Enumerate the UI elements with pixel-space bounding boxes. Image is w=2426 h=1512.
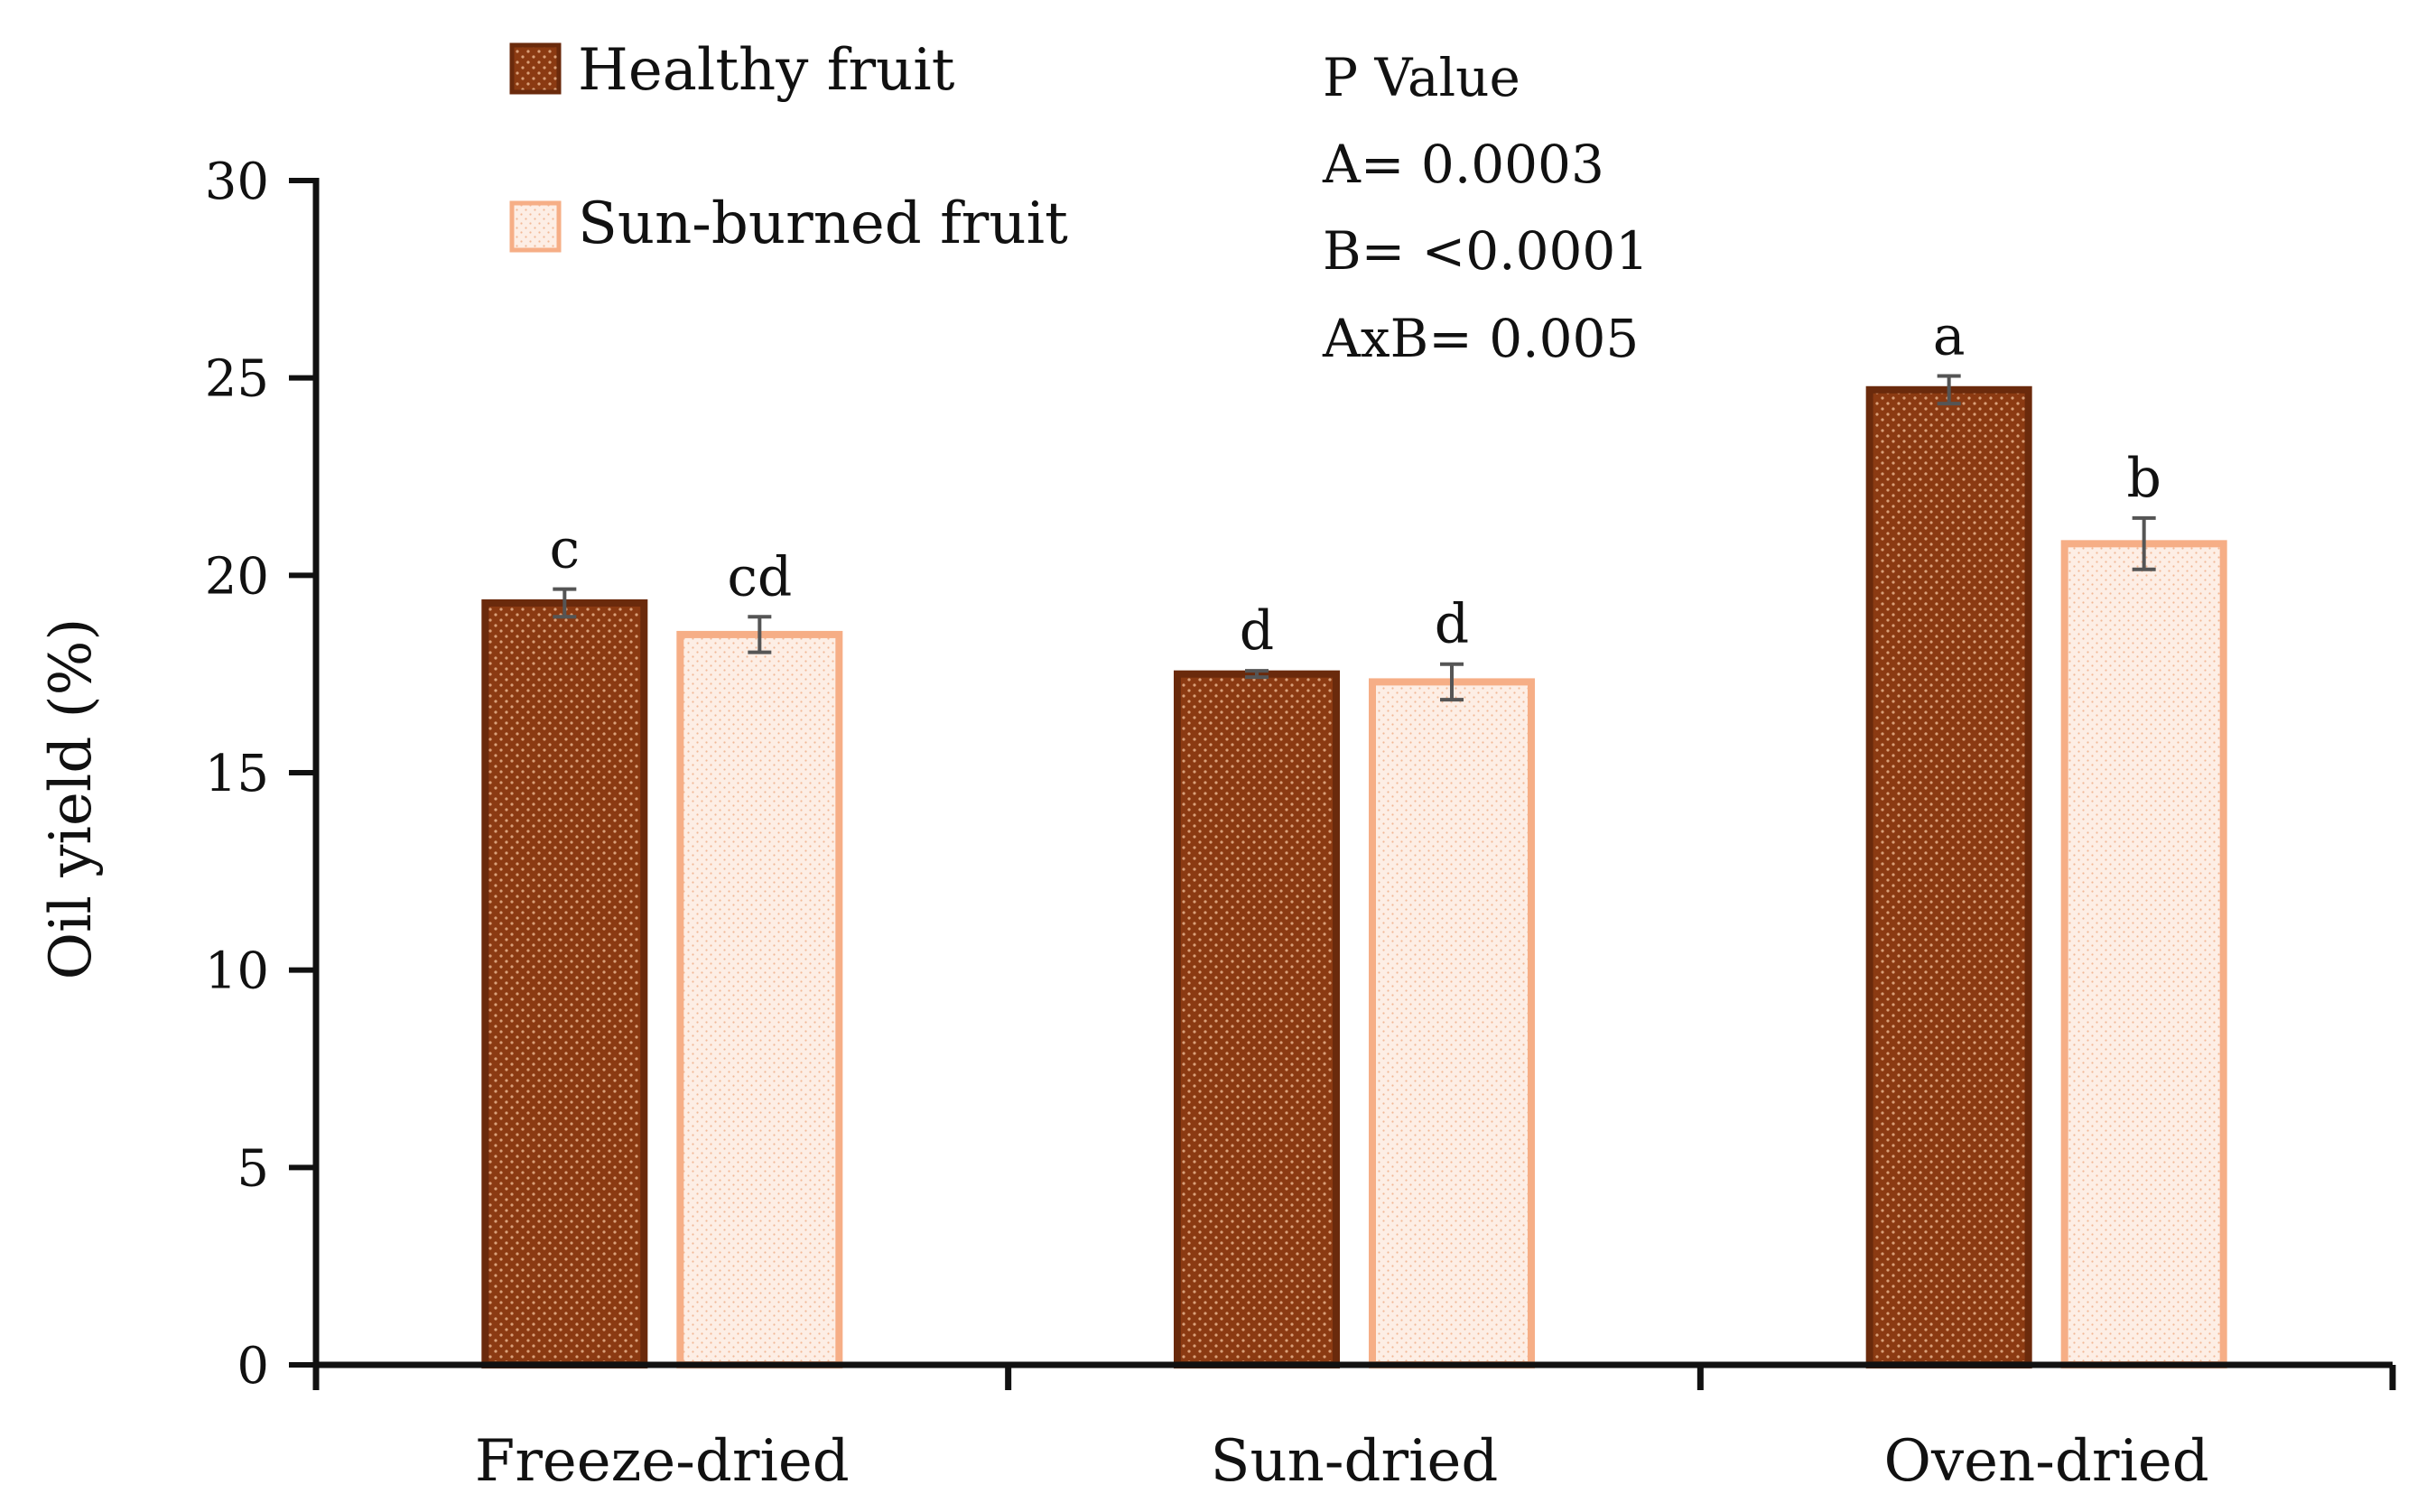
y-axis-title: Oil yield (%) — [38, 618, 105, 980]
p-value-a: A= 0.0003 — [1322, 134, 1604, 195]
bar-healthy — [481, 598, 648, 1368]
y-tick-label: 10 — [205, 942, 269, 1001]
y-tick-label: 25 — [205, 350, 269, 409]
axes: Freeze-dried Sun-dried Oven-dried — [312, 178, 2396, 1495]
legend-label-healthy: Healthy fruit — [578, 37, 955, 104]
y-tick-label: 5 — [237, 1139, 269, 1198]
significance-letter: cd — [727, 545, 792, 608]
y-axis-ticks: 0 5 10 15 20 25 30 — [205, 153, 316, 1396]
x-category-label: Sun-dried — [1211, 1428, 1499, 1495]
significance-letter: c — [550, 518, 581, 581]
y-tick-label: 15 — [205, 745, 269, 803]
significance-letter: b — [2126, 447, 2161, 510]
legend-swatch-sunburned — [509, 200, 562, 253]
y-tick-label: 0 — [237, 1337, 269, 1396]
bars: c cd d d a b — [481, 304, 2227, 1369]
p-value-heading: P Value — [1323, 47, 1520, 108]
x-category-label: Oven-dried — [1884, 1428, 2209, 1495]
significance-letter: a — [1933, 304, 1966, 367]
bar-sunburned — [676, 630, 843, 1368]
x-category-label: Freeze-dried — [475, 1428, 850, 1495]
significance-letter: d — [1240, 599, 1274, 663]
legend: Healthy fruit Sun-burned fruit — [509, 37, 1068, 257]
y-tick-label: 20 — [205, 547, 269, 606]
p-value-axb: AxB= 0.005 — [1322, 308, 1639, 369]
bar-sunburned — [1369, 678, 1535, 1368]
legend-label-sunburned: Sun-burned fruit — [578, 190, 1068, 257]
p-value-b: B= <0.0001 — [1323, 220, 1649, 282]
bar-healthy — [1865, 385, 2032, 1369]
p-value-annotation: P Value A= 0.0003 B= <0.0001 AxB= 0.005 — [1322, 47, 1649, 369]
significance-letter: d — [1435, 593, 1469, 656]
bar-sunburned — [2060, 540, 2227, 1368]
bar-healthy — [1174, 670, 1340, 1368]
y-tick-label: 30 — [205, 153, 269, 211]
legend-swatch-healthy — [509, 42, 562, 95]
